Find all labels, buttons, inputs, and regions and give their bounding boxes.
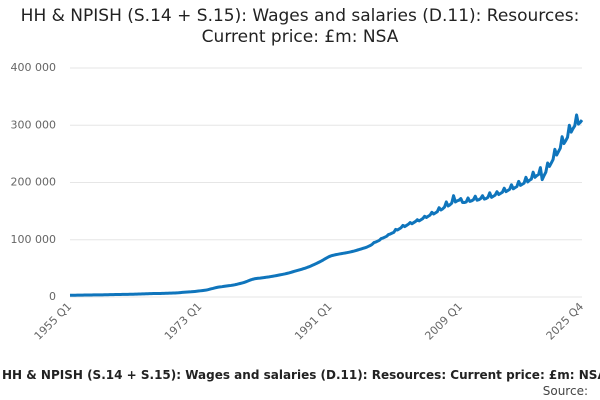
chart: 0 100 000 200 000 300 000 400 000 1955 Q1 1973…: [11, 61, 587, 343]
x-tick-label: 1955 Q1: [32, 300, 75, 343]
y-tick-label: 300 000: [11, 118, 57, 131]
caption: HH & NPISH (S.14 + S.15): Wages and sala…: [2, 368, 600, 382]
x-tick-label: 2009 Q1: [422, 300, 465, 343]
x-tick-label: 1991 Q1: [292, 300, 335, 343]
line: [69, 113, 584, 297]
y-tick-label: 200 000: [11, 176, 57, 189]
source: Source:: [542, 384, 588, 398]
x-tick-label: 1973 Q1: [162, 300, 205, 343]
y-tick-label: 0: [49, 290, 56, 303]
chart-title: HH & NPISH (S.14 + S.15): Wages and sala…: [20, 6, 580, 47]
y-tick-label: 400 000: [11, 61, 57, 74]
x-tick-label: 2025 Q4: [544, 300, 587, 343]
y-tick-label: 100 000: [11, 233, 57, 246]
